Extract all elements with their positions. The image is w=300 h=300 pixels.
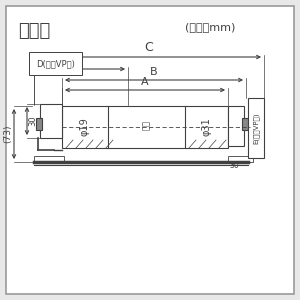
Bar — [40, 104, 62, 138]
Text: D(適合VP管): D(適合VP管) — [36, 59, 75, 68]
Bar — [36, 118, 42, 130]
Text: 内径: 内径 — [142, 120, 151, 130]
Text: A: A — [141, 77, 149, 87]
Text: (単位：mm): (単位：mm) — [185, 22, 236, 32]
Text: 30: 30 — [229, 161, 239, 170]
Text: E(適合VP管): E(適合VP管) — [253, 112, 259, 144]
Bar — [242, 118, 248, 130]
Text: C: C — [145, 41, 153, 54]
Text: 30: 30 — [28, 116, 37, 126]
Bar — [228, 156, 253, 162]
Text: (73): (73) — [3, 125, 12, 143]
Bar — [62, 106, 228, 148]
Bar — [228, 106, 244, 146]
Text: φ19: φ19 — [80, 118, 90, 136]
Bar — [248, 98, 264, 158]
Text: B: B — [150, 67, 158, 77]
Text: 寸法図: 寸法図 — [18, 22, 50, 40]
Bar — [34, 156, 64, 162]
Text: φ31: φ31 — [202, 118, 212, 136]
